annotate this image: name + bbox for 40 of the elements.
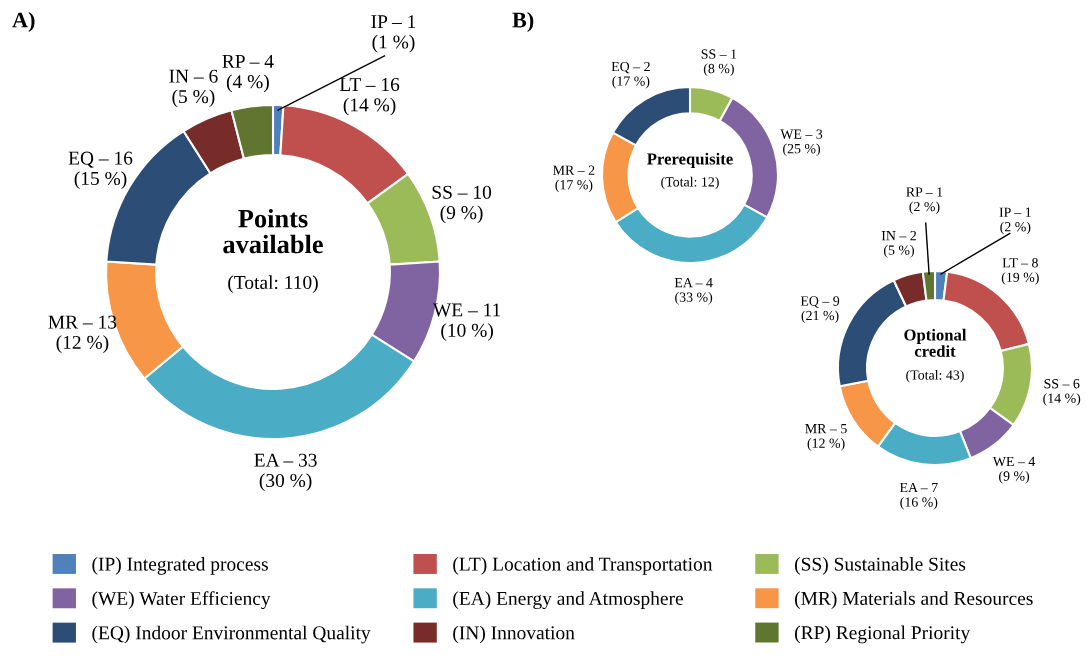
legend-label: (SS) Sustainable Sites	[795, 557, 966, 575]
chart-title: B)	[512, 11, 534, 33]
data-label: LT – 8 (19 %)	[1001, 258, 1039, 285]
data-label: RP – 4 (4 %)	[222, 54, 274, 93]
data-label: WE – 3 (25 %)	[780, 129, 823, 157]
data-label: MR – 5 (12 %)	[805, 424, 847, 451]
data-label: EQ – 2 (17 %)	[611, 61, 650, 89]
data-label: LT – 16 (14 %)	[339, 78, 400, 116]
data-label: EQ – 16 (15 %)	[68, 151, 133, 189]
data-label: IP – 1 (2 %)	[999, 207, 1031, 235]
data-label: SS – 1 (8 %)	[701, 49, 737, 77]
data-label: IN – 2 (5 %)	[881, 230, 916, 258]
data-label: WE – 4 (9 %)	[992, 456, 1036, 484]
legend-label: (EA) Energy and Atmosphere	[453, 591, 683, 609]
data-label: WE – 11 (10 %)	[432, 303, 501, 341]
data-label: RP – 1 (2 %)	[906, 187, 943, 215]
legend-label: (IP) Integrated process	[92, 557, 268, 575]
legend-label: (MR) Materials and Resources	[795, 591, 1033, 609]
legend-label: (EQ) Indoor Environmental Quality	[92, 625, 371, 644]
data-label: MR – 13 (12 %)	[48, 315, 117, 353]
text: (Total: 110)	[228, 275, 318, 293]
text: (Total: 12)	[661, 176, 719, 190]
data-label: IP – 1 (1 %)	[371, 15, 416, 53]
text: Points available	[223, 208, 323, 254]
text: Optional credit	[904, 328, 967, 357]
data-label: SS – 10 (9 %)	[432, 185, 492, 224]
data-label: EA – 4 (33 %)	[674, 278, 713, 305]
data-label: MR – 2 (17 %)	[553, 165, 595, 193]
data-label: SS – 6 (14 %)	[1043, 379, 1081, 406]
data-label: IN – 6 (5 %)	[169, 69, 218, 108]
legend-label: (IN) Innovation	[453, 625, 575, 644]
text: Prerequisite	[647, 152, 733, 168]
data-label: EQ – 9 (21 %)	[800, 296, 840, 323]
legend-label: (RP) Regional Priority	[795, 625, 971, 644]
legend-label: (WE) Water Efficiency	[92, 591, 271, 610]
legend-label: (LT) Location and Transportation	[453, 557, 713, 575]
text: (Total: 43)	[906, 369, 964, 383]
data-label: EA – 7 (16 %)	[899, 482, 938, 510]
data-label: EA – 33 (30 %)	[254, 453, 317, 491]
chart-title: A)	[12, 11, 35, 33]
